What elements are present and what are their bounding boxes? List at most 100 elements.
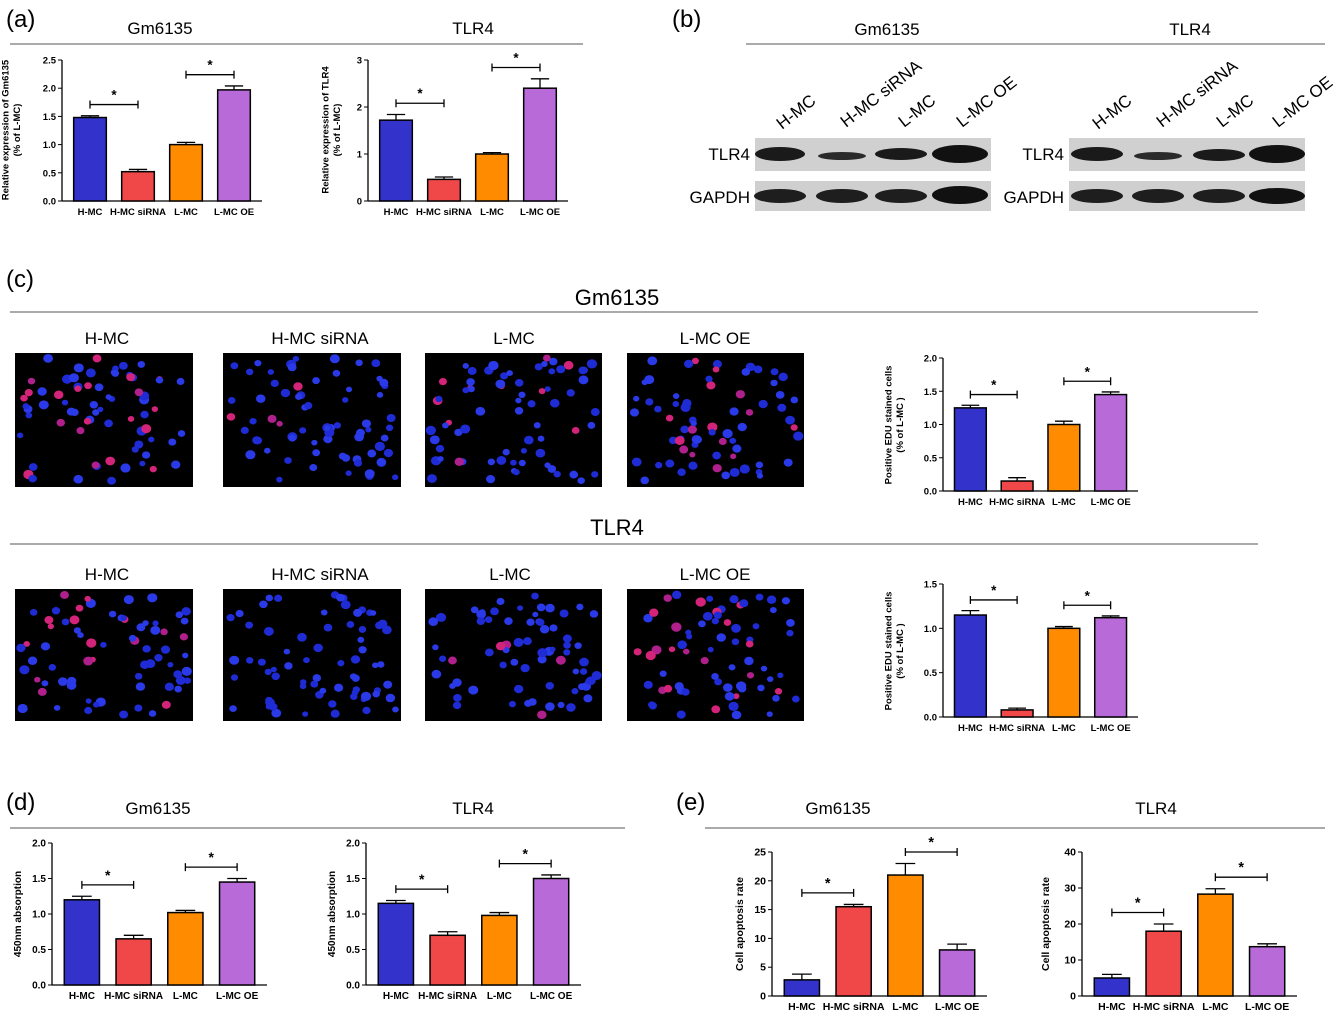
cell-nucleus (342, 397, 349, 403)
cell-nucleus (252, 436, 262, 445)
cell-nucleus (668, 436, 678, 445)
cell-nucleus (20, 394, 28, 402)
cell-nucleus (17, 703, 28, 714)
cell-nucleus (576, 603, 584, 611)
cell-nucleus (429, 435, 440, 445)
cell-nucleus (385, 424, 394, 432)
cell-nucleus (74, 385, 82, 392)
cell-nucleus (246, 368, 254, 376)
cell-nucleus (371, 359, 381, 368)
cell-nucleus (545, 603, 555, 613)
cell-nucleus (134, 440, 144, 449)
cell-nucleus (328, 700, 337, 708)
cell-nucleus (140, 410, 149, 419)
x-tick-label: H-MC (958, 723, 983, 734)
cell-nucleus (470, 606, 479, 614)
cell-nucleus (520, 448, 527, 454)
cell-nucleus (134, 704, 143, 712)
cell-nucleus (353, 459, 363, 467)
cell-nucleus (537, 648, 548, 658)
y-axis-label: (% of L-MC ) (895, 397, 906, 452)
cell-nucleus (151, 406, 159, 412)
significance-star: * (991, 378, 997, 393)
edu-image-tlr-h-mc-sirna (223, 589, 401, 721)
cell-nucleus (631, 457, 642, 467)
cell-nucleus (112, 365, 119, 372)
cell-nucleus (757, 684, 765, 692)
cell-nucleus (376, 457, 387, 467)
cell-nucleus (512, 469, 520, 476)
cell-nucleus (786, 618, 795, 627)
cell-nucleus (432, 644, 439, 651)
cell-nucleus (22, 403, 30, 410)
cell-nucleus (150, 625, 161, 635)
x-tick-label: L-MC (1202, 1001, 1229, 1013)
cell-nucleus (550, 398, 560, 408)
blot-lane-label: L-MC (895, 91, 939, 132)
cell-nucleus (707, 646, 714, 653)
bar (474, 153, 510, 202)
edu-image-gm-h-mc (15, 353, 193, 487)
cell-nucleus (686, 633, 693, 640)
cell-nucleus (681, 688, 690, 696)
cell-nucleus (578, 683, 586, 691)
cell-nucleus (708, 428, 716, 436)
cell-nucleus (790, 396, 799, 404)
cell-nucleus (766, 676, 774, 683)
cell-nucleus (733, 693, 740, 700)
cell-nucleus (435, 395, 443, 403)
cell-nucleus (448, 656, 457, 665)
cell-nucleus (123, 595, 134, 605)
cell-nucleus (659, 670, 667, 677)
cell-nucleus (439, 655, 447, 662)
y-tick-label: 1.5 (43, 112, 57, 123)
cell-nucleus (292, 355, 300, 362)
micrograph-background (425, 353, 602, 487)
cell-nucleus (745, 640, 754, 648)
cell-nucleus (73, 363, 84, 373)
cell-nucleus (649, 608, 659, 617)
y-tick-label: 0 (760, 991, 766, 1003)
cell-nucleus (524, 699, 532, 707)
x-tick-label: L-MC OE (520, 207, 560, 218)
micrograph-background (15, 353, 193, 487)
cell-nucleus (766, 711, 773, 717)
blot-lane-label: L-MC (1213, 91, 1257, 132)
cell-nucleus (643, 680, 653, 689)
cell-nucleus (665, 459, 675, 468)
cell-nucleus (313, 643, 323, 653)
cell-nucleus (147, 593, 158, 603)
cell-nucleus (569, 470, 579, 479)
bar-chart-e-tlr4: 0 10 20 30 40 Cell apoptosis rate H-MC H-MC siR… (1040, 847, 1297, 1013)
cell-nucleus (148, 436, 155, 443)
cell-nucleus (182, 652, 189, 659)
cell-nucleus (684, 359, 694, 369)
cell-nucleus (711, 617, 719, 625)
cell-nucleus (510, 658, 519, 666)
cell-nucleus (687, 425, 697, 434)
cell-nucleus (92, 409, 100, 416)
bar (167, 911, 204, 986)
cell-nucleus (267, 369, 274, 375)
cell-nucleus (226, 613, 235, 622)
cell-nucleus (645, 398, 654, 406)
significance-star: * (513, 51, 519, 66)
x-tick-label: H-MC siRNA (416, 207, 472, 218)
cell-nucleus (486, 475, 496, 484)
blot-band (1134, 152, 1182, 160)
cell-nucleus (152, 620, 159, 627)
cell-nucleus (85, 698, 92, 704)
cell-nucleus (229, 705, 237, 713)
cell-nucleus (790, 424, 798, 431)
cell-nucleus (728, 664, 736, 671)
cell-nucleus (462, 363, 469, 369)
cell-nucleus (105, 456, 116, 466)
y-axis-label: Cell apoptosis rate (734, 877, 746, 971)
cell-nucleus (230, 674, 239, 681)
cell-nucleus (334, 683, 344, 692)
cell-nucleus (671, 622, 682, 632)
cell-nucleus (73, 627, 81, 634)
cell-nucleus (514, 406, 524, 415)
cell-nucleus (345, 386, 353, 393)
panel-label-e: (e) (676, 789, 705, 816)
